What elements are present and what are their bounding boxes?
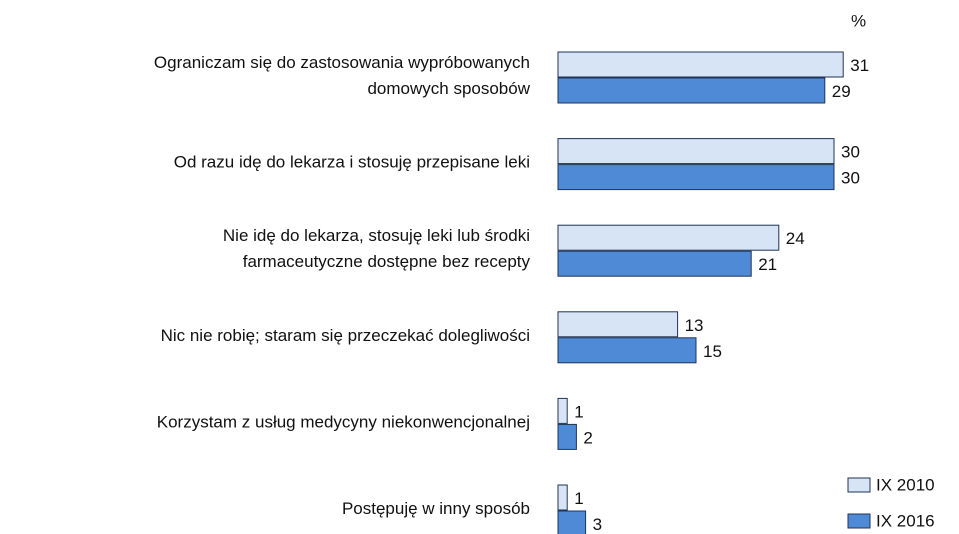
category-label: Postępuję w inny sposób [342,499,530,518]
legend-label: IX 2016 [876,511,935,530]
category-label: Ograniczam się do zastosowania wypróbowa… [154,53,531,98]
value-label: 21 [758,255,777,274]
value-label: 31 [850,56,869,75]
bar [557,164,835,191]
legend-swatch [847,477,871,493]
category-label: Korzystam z usług medycyny niekonwencjon… [157,413,530,432]
bar [557,51,844,78]
category-label: Nic nie robię; staram się przeczekać dol… [161,326,530,345]
bar [557,510,587,534]
bar [557,77,826,104]
value-label: 1 [574,489,583,508]
legend-swatch [847,513,871,529]
value-label: 3 [593,515,602,534]
unit-label: % [851,11,866,30]
bar [557,311,679,338]
value-label: 15 [703,342,722,361]
value-label: 29 [832,82,851,101]
bar [557,138,835,165]
bar [557,250,752,277]
value-label: 24 [786,229,805,248]
bar [557,397,568,424]
value-label: 13 [685,316,704,335]
legend-label: IX 2010 [876,475,935,494]
value-label: 2 [583,428,592,447]
bar [557,423,577,450]
value-label: 30 [841,169,860,188]
bar [557,224,780,251]
bar [557,337,697,364]
value-label: 1 [574,402,583,421]
bar [557,484,568,511]
value-label: 30 [841,143,860,162]
category-label: Nie idę do lekarza, stosuję leki lub śro… [223,227,531,272]
category-label: Od razu idę do lekarza i stosuję przepis… [174,153,530,172]
